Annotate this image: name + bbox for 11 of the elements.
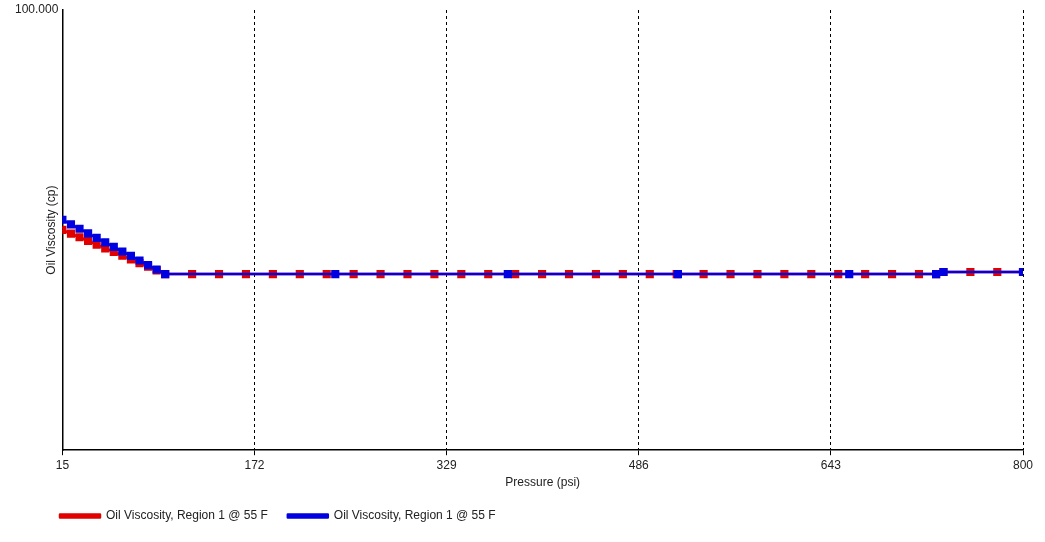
y-axis-title: Oil Viscosity (cp) (43, 185, 58, 275)
x-tick-label: 15 (55, 457, 70, 472)
x-axis-title: Pressure (psi) (505, 475, 581, 490)
x-tick-label: 329 (436, 457, 457, 472)
legend-label: Oil Viscosity, Region 1 @ 55 F (106, 508, 268, 523)
text: 100.000 (15, 2, 59, 17)
x-tick-label: 172 (244, 457, 265, 472)
legend-label: Oil Viscosity, Region 1 @ 55 F (333, 508, 496, 523)
x-tick-label: 800 (1012, 457, 1034, 472)
x-tick-label: 486 (628, 457, 650, 472)
x-tick-label: 643 (820, 457, 842, 472)
